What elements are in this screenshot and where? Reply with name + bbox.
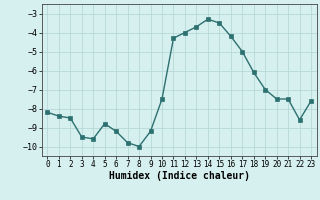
X-axis label: Humidex (Indice chaleur): Humidex (Indice chaleur) xyxy=(109,171,250,181)
